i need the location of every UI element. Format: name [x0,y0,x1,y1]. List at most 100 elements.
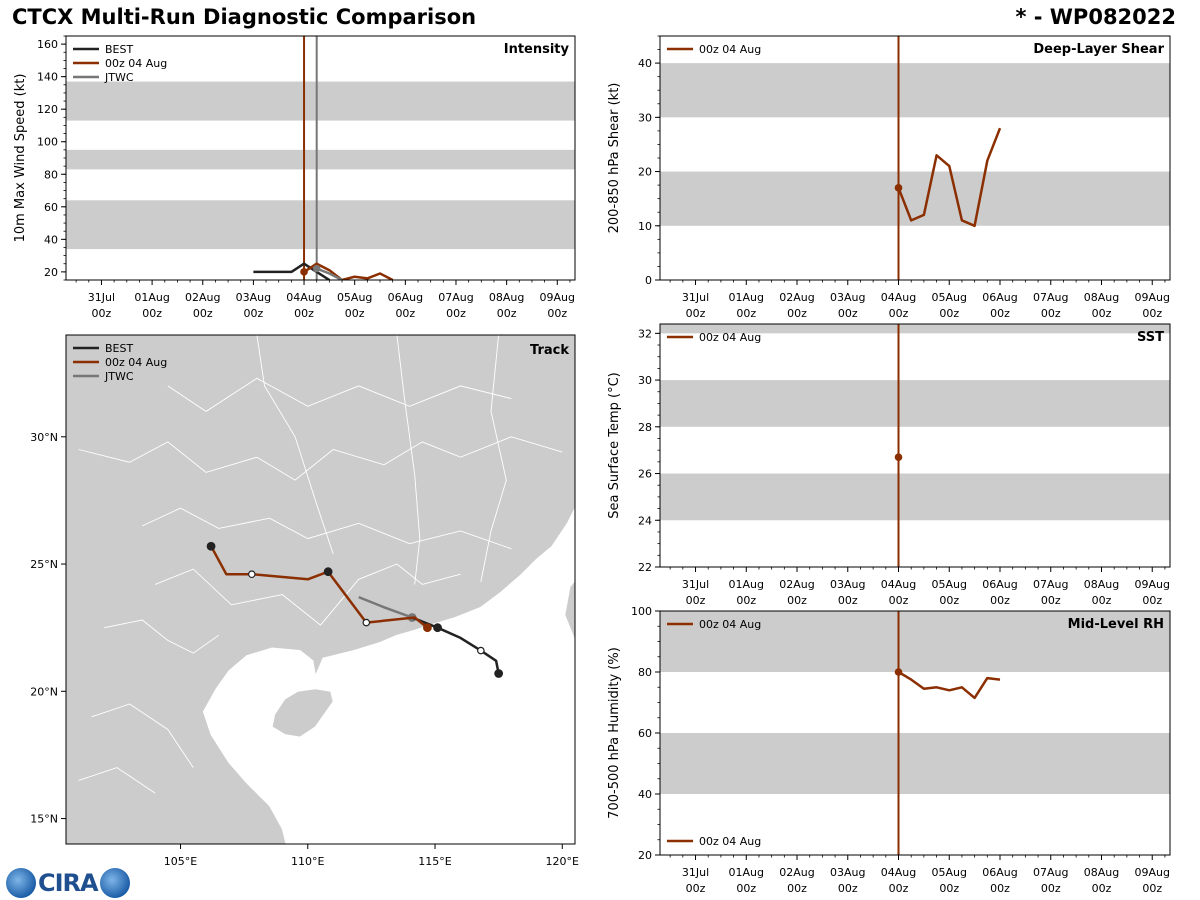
track-point-00z-04-aug [362,618,371,627]
rh-xtick-sublabel: 00z [1142,882,1162,895]
track-point-00z-04-aug [323,567,333,577]
track-province-border [142,507,512,550]
sst-xtick-label: 06Aug [982,578,1017,591]
shear-xtick-sublabel: 00z [1041,307,1061,320]
shear-xtick-sublabel: 00z [990,307,1010,320]
rh-xtick-label: 07Aug [1033,866,1068,879]
track-province-border [480,335,507,582]
rh-title: Mid-Level RH [1068,617,1164,632]
sst-ytick-label: 28 [638,421,652,434]
track-lat-tick-label: 20°N [30,685,58,698]
intensity-ytick-label: 20 [44,266,58,279]
track-province-border [167,377,512,412]
intensity-ytick-label: 140 [37,71,58,84]
intensity-legend-label: JTWC [104,71,134,84]
sst-ytick-label: 22 [638,561,652,574]
shear-shade-band [660,171,1170,226]
track-province-border [396,335,421,585]
rh-xtick-sublabel: 00z [1092,882,1112,895]
intensity-xtick-sublabel: 00z [395,307,415,320]
track-map-area [66,335,575,844]
shear-shade-band [660,63,1170,118]
intensity-ytick-label: 40 [44,233,58,246]
intensity-xtick-sublabel: 00z [193,307,213,320]
intensity-xtick-label: 09Aug [540,291,575,304]
rh-xtick-sublabel: 00z [990,882,1010,895]
sst-plot-area [660,324,1170,567]
shear-ytick-label: 40 [638,57,652,70]
track-land-taiwan [564,579,575,642]
sst-xtick-label: 03Aug [830,578,865,591]
intensity-xtick-label: 02Aug [185,291,220,304]
track-lon-tick-label: 110°E [291,855,324,868]
sst-xtick-sublabel: 00z [1041,594,1061,607]
shear-xtick-label: 02Aug [779,291,814,304]
intensity-xtick-sublabel: 00z [547,307,567,320]
rh-ytick-label: 20 [638,849,652,862]
sst-shade-band [660,324,1170,334]
intensity-xtick-label: 06Aug [388,291,423,304]
sst-ytick-label: 30 [638,374,652,387]
sst-xtick-sublabel: 00z [1092,594,1112,607]
intensity-xtick-sublabel: 00z [497,307,517,320]
shear-xtick-label: 03Aug [830,291,865,304]
shear-xtick-label: 05Aug [932,291,967,304]
rh-xtick-label: 03Aug [830,866,865,879]
track-lat-tick-label: 15°N [30,813,58,826]
intensity-point-jtwc [312,264,321,273]
shear-ytick-label: 0 [645,274,652,287]
track-lon-tick-label: 115°E [418,855,451,868]
rh-xtick-label: 09Aug [1134,866,1169,879]
intensity-xtick-sublabel: 00z [92,307,112,320]
shear-xtick-label: 08Aug [1084,291,1119,304]
shear-ylabel: 200-850 hPa Shear (kt) [607,83,622,234]
rh-ytick-label: 40 [638,788,652,801]
rh-xtick-sublabel: 00z [838,882,858,895]
shear-xtick-label: 04Aug [881,291,916,304]
intensity-legend-label: 00z 04 Aug [105,57,167,70]
sst-shade-band [660,380,1170,427]
sst-ytick-label: 32 [638,327,652,340]
track-province-border [256,335,334,555]
track-province-border [154,563,461,626]
track-point-00z-04-aug [206,541,216,551]
intensity-xtick-sublabel: 00z [345,307,365,320]
shear-ytick-label: 30 [638,111,652,124]
rh-series-00z-04-aug [897,670,1001,700]
intensity-ytick-label: 120 [37,103,58,116]
rh-xtick-sublabel: 00z [736,882,756,895]
track-lon-tick-label: 105°E [164,855,197,868]
sst-xtick-sublabel: 00z [889,594,909,607]
track-series-00z-04-aug [210,545,429,629]
sst-xtick-label: 09Aug [1134,578,1169,591]
shear-xtick-label: 06Aug [982,291,1017,304]
intensity-ylabel: 10m Max Wind Speed (kt) [13,74,28,243]
intensity-xtick-sublabel: 00z [244,307,264,320]
track-series-jtwc [358,595,413,619]
intensity-xtick-sublabel: 00z [294,307,314,320]
intensity-xtick-label: 04Aug [286,291,321,304]
intensity-xtick-label: 01Aug [134,291,169,304]
shear-xtick-label: 09Aug [1134,291,1169,304]
track-title: Track [530,343,569,358]
intensity-shade-band [66,200,575,250]
track-point-best [433,623,442,633]
track-province-border [78,436,563,481]
cira-logo: CIRA [4,866,130,900]
rh-ytick-label: 60 [638,727,652,740]
sst-xtick-label: 01Aug [729,578,764,591]
sst-ytick-label: 26 [638,468,652,481]
intensity-xtick-label: 31Jul [88,291,115,304]
sst-xtick-label: 08Aug [1084,578,1119,591]
shear-xtick-sublabel: 00z [889,307,909,320]
intensity-ytick-label: 160 [37,38,58,51]
track-point-best [494,669,504,678]
rh-ytick-label: 100 [631,605,652,618]
intensity-ytick-label: 60 [44,201,58,214]
track-province-border [104,619,219,654]
rh-xtick-label: 05Aug [932,866,967,879]
shear-point-00z-04-aug [894,184,903,192]
intensity-xtick-sublabel: 00z [142,307,162,320]
intensity-ytick-label: 100 [37,136,58,149]
